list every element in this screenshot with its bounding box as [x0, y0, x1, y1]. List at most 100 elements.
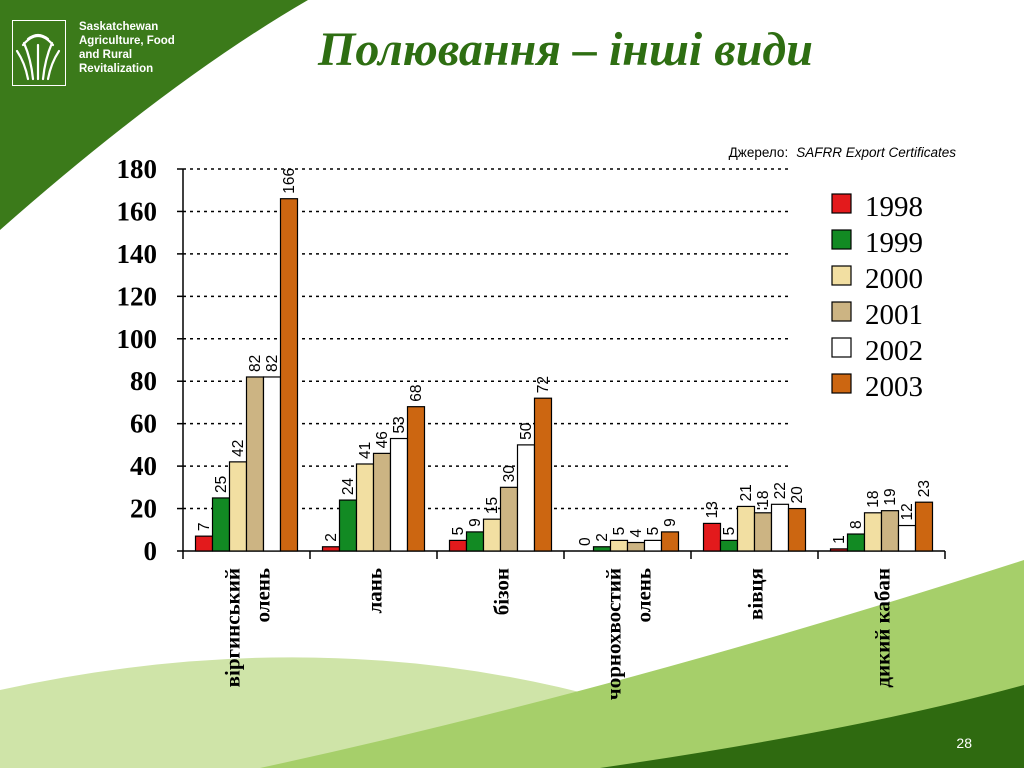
bar [660, 531, 680, 552]
slide-title: Полювання – інші види [318, 23, 813, 76]
bar [897, 524, 917, 552]
data-label: 15 [484, 497, 501, 514]
data-label: 18 [755, 491, 772, 508]
y-tick-label: 180 [117, 154, 158, 184]
org-name-line: Saskatchewan [79, 21, 159, 33]
org-name-line: and Rural [79, 49, 133, 61]
bar [279, 198, 299, 552]
legend-label: 2000 [865, 263, 923, 295]
legend-swatch [831, 193, 852, 214]
bottom-dark-green-swoosh [600, 685, 1024, 768]
category-label: дикий кабан [871, 568, 895, 688]
bar [829, 548, 849, 552]
y-tick-label: 20 [130, 494, 157, 524]
data-label: 5 [721, 527, 738, 536]
org-name-line: Revitalization [79, 63, 154, 75]
bar [880, 510, 900, 552]
y-tick-label: 120 [117, 281, 158, 311]
bar [262, 376, 282, 552]
top-left-green-swoosh [0, 0, 308, 230]
bar [626, 541, 646, 552]
data-label: 166 [281, 168, 298, 194]
source-note: Джерело: SAFRR Export Certificates [729, 145, 956, 160]
y-tick-label: 100 [117, 324, 158, 354]
bar [482, 518, 502, 552]
data-label: 22 [772, 482, 789, 499]
legend-swatch [831, 301, 852, 322]
y-tick-label: 40 [130, 451, 157, 481]
org-name-line: Agriculture, Food [79, 35, 175, 47]
bar [770, 503, 790, 552]
data-label: 7 [196, 523, 213, 532]
organization-name: Saskatchewan Agriculture, Food and Rural… [79, 20, 209, 76]
bar [533, 397, 553, 552]
data-label: 53 [391, 416, 408, 433]
data-label: 0 [577, 537, 594, 546]
bar [355, 463, 375, 552]
data-label: 41 [357, 442, 374, 459]
data-label: 2 [323, 533, 340, 542]
source-label: Джерело: [728, 145, 789, 160]
data-label: 24 [340, 477, 357, 495]
data-label: 18 [865, 491, 882, 508]
data-label: 30 [501, 465, 518, 483]
data-label: 50 [518, 422, 535, 440]
y-tick-label: 60 [130, 409, 157, 439]
y-tick-label: 140 [117, 239, 158, 269]
data-label: 25 [213, 476, 230, 493]
data-label: 4 [628, 529, 645, 538]
legend-label: 2002 [865, 335, 923, 367]
bar [643, 539, 663, 552]
bar [863, 512, 883, 552]
bar [372, 452, 392, 552]
category-label: лань [363, 568, 387, 614]
bar [499, 486, 519, 552]
bar [592, 546, 612, 552]
source-value: SAFRR Export Certificates [796, 145, 956, 160]
data-label: 46 [374, 431, 391, 448]
data-label: 19 [882, 488, 899, 505]
data-label: 82 [264, 355, 281, 372]
bar [753, 512, 773, 552]
data-label: 72 [535, 376, 552, 393]
bar [787, 507, 807, 552]
bar [609, 539, 629, 552]
legend-label: 1998 [865, 191, 923, 223]
data-label: 82 [247, 355, 264, 372]
bar [702, 522, 722, 552]
data-label: 2 [594, 533, 611, 542]
legend-label: 2003 [865, 371, 923, 403]
data-label: 5 [611, 527, 628, 536]
y-tick-label: 160 [117, 196, 158, 226]
data-label: 20 [789, 486, 806, 504]
bar [719, 539, 739, 552]
bar [194, 535, 214, 552]
legend-swatch [831, 337, 852, 358]
bar [465, 531, 485, 552]
bar [516, 444, 536, 552]
legend-swatch [831, 265, 852, 286]
bar [321, 546, 341, 552]
bar [914, 501, 934, 552]
bar [338, 499, 358, 552]
data-label: 1 [831, 535, 848, 544]
category-label: віргинський [221, 568, 245, 687]
legend-label: 2001 [865, 299, 923, 331]
legend-swatch [831, 373, 852, 394]
y-tick-label: 0 [144, 536, 158, 566]
data-label: 68 [408, 384, 425, 401]
data-label: 13 [704, 501, 721, 518]
bar [406, 406, 426, 552]
category-label: чорнохвостий [602, 568, 626, 700]
category-label: олень [632, 568, 656, 623]
legend-label: 1999 [865, 227, 923, 259]
y-tick-label: 80 [130, 366, 157, 396]
data-label: 12 [899, 503, 916, 520]
data-label: 5 [450, 527, 467, 536]
data-label: 5 [645, 527, 662, 536]
data-label: 9 [467, 518, 484, 527]
category-label: вівця [744, 568, 768, 620]
wheat-logo-icon [12, 20, 66, 86]
